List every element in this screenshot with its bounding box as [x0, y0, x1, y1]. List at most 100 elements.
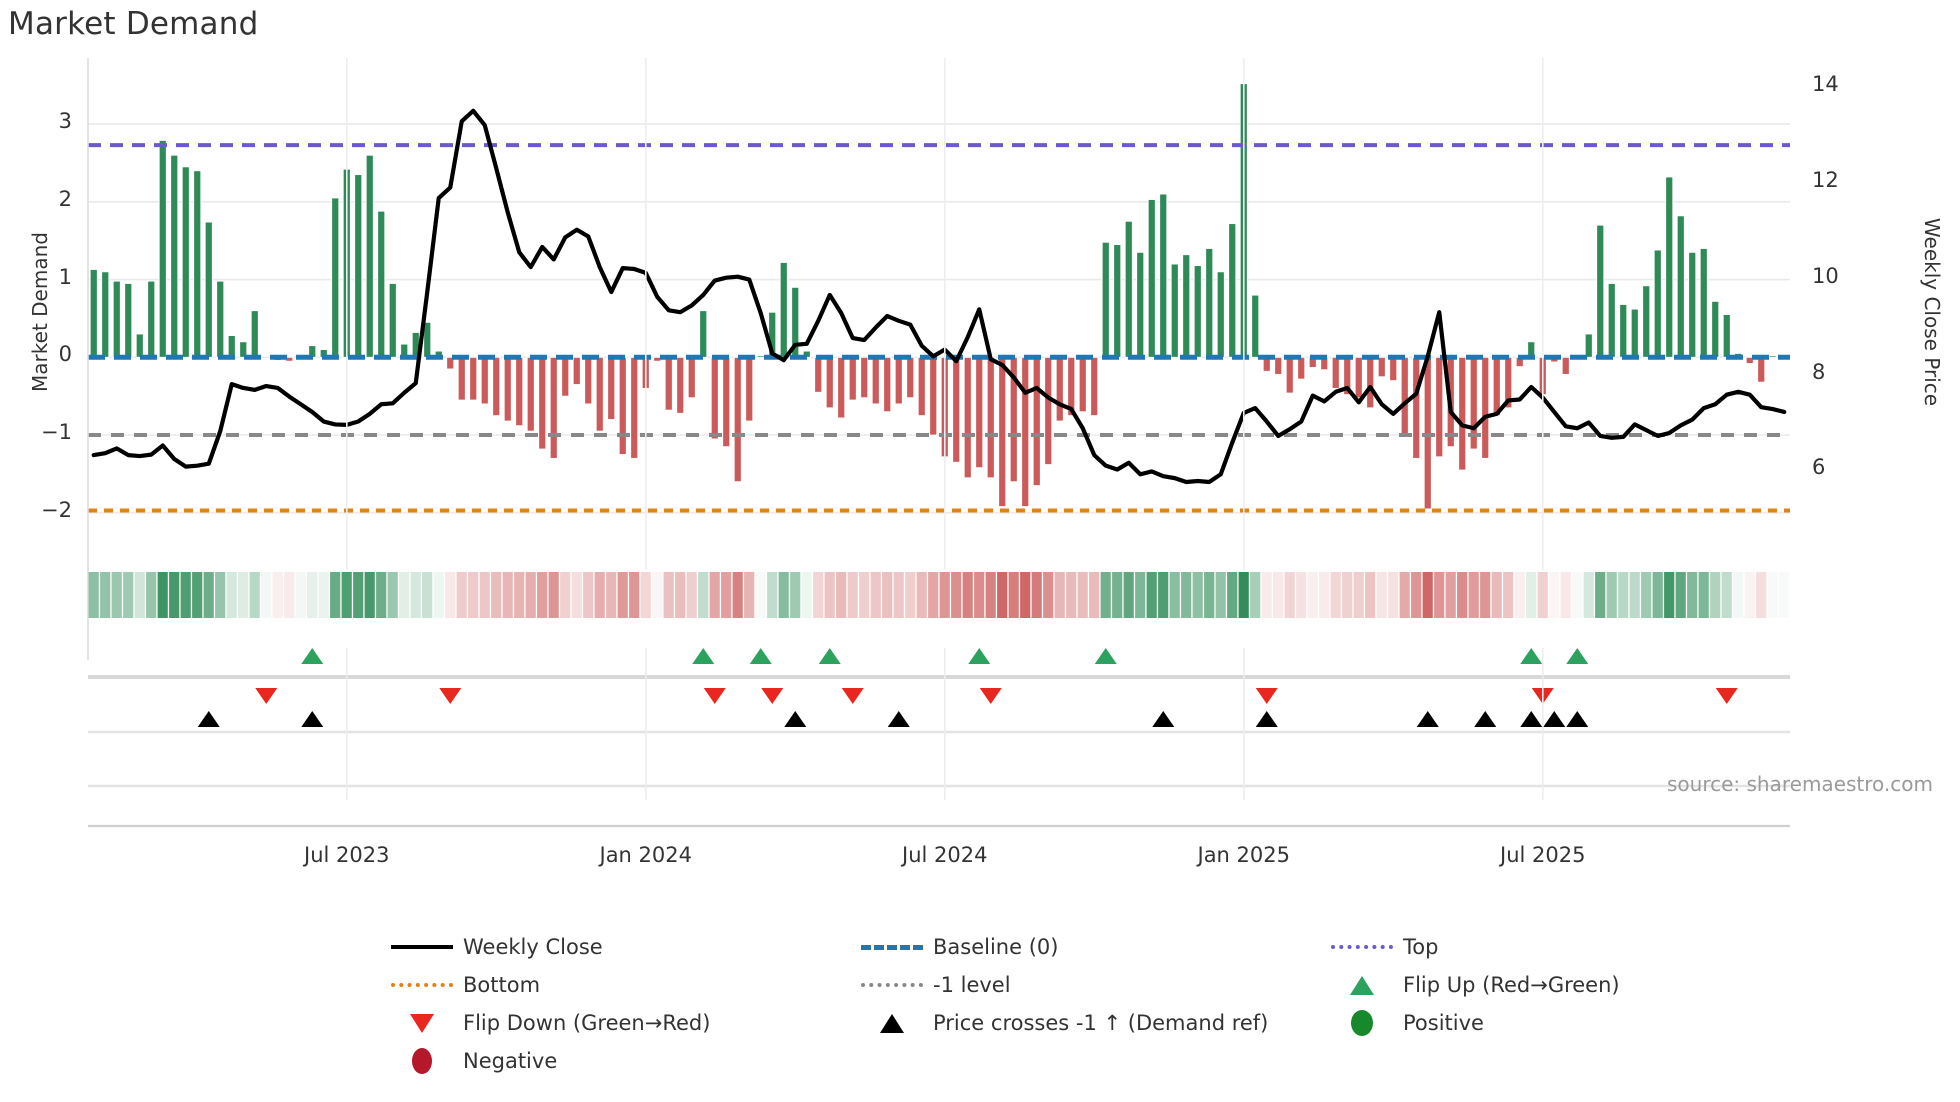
legend-item-line-dashed-blue[interactable]: Baseline (0) [855, 928, 1325, 966]
demand-bar-negative [561, 356, 570, 397]
line-dashed-blue-icon [855, 934, 929, 960]
heatmap-cell [479, 572, 490, 618]
heatmap-cell [1169, 572, 1180, 618]
demand-bar-positive [1205, 248, 1214, 358]
demand-bar-positive [1147, 199, 1156, 358]
y-axis-right-tick-0: 14 [1812, 71, 1839, 96]
heatmap-cell [1733, 572, 1744, 618]
heatmap-cell [123, 572, 134, 618]
chart-title: Market Demand [8, 6, 259, 42]
heatmap-cell [134, 572, 145, 618]
heatmap-cell [790, 572, 801, 618]
demand-bar-positive [227, 335, 236, 358]
heatmap-cell [1537, 572, 1548, 618]
demand-bar-negative [676, 356, 685, 414]
demand-bar-negative [515, 356, 524, 427]
marker-flip-down [255, 688, 278, 704]
dot-red-icon [385, 1048, 459, 1074]
demand-bar-negative [1032, 356, 1041, 487]
heatmap-cell [215, 572, 226, 618]
marker-price-cross-up [1474, 711, 1497, 727]
demand-bar-negative [595, 356, 604, 432]
legend-label: Top [1403, 935, 1439, 959]
heatmap-cell [1549, 572, 1560, 618]
y-axis-left-tick-4: −1 [41, 420, 72, 445]
triangle-up-black-icon [855, 1010, 929, 1036]
demand-bar-negative [837, 356, 846, 419]
heatmap-cell [847, 572, 858, 618]
heatmap-cell [652, 572, 663, 618]
heatmap-cell [238, 572, 249, 618]
legend-item-dot-red[interactable]: Negative [385, 1042, 855, 1080]
demand-bar-negative [492, 356, 501, 417]
demand-bar-negative [1400, 356, 1409, 434]
heatmap-cell [169, 572, 180, 618]
heatmap-cell [1583, 572, 1594, 618]
demand-bar-negative [1389, 356, 1398, 382]
heatmap-cell [456, 572, 467, 618]
marker-price-cross-up [1566, 711, 1589, 727]
heatmap-cell [1572, 572, 1583, 618]
marker-price-cross-up [887, 711, 910, 727]
heatmap-cell [433, 572, 444, 618]
heatmap-cell [1100, 572, 1111, 618]
demand-bar-negative [664, 356, 673, 411]
y-axis-left-tick-2: 1 [58, 264, 72, 289]
y-axis-left-tick-1: 2 [58, 186, 72, 211]
heatmap-cell [594, 572, 605, 618]
heatmap-cell [1480, 572, 1491, 618]
demand-bar-positive [147, 280, 156, 358]
heatmap-cell [1296, 572, 1307, 618]
demand-bar-negative [1354, 356, 1363, 399]
heatmap-cell [1376, 572, 1387, 618]
heatmap-cell [111, 572, 122, 618]
heatmap-cell [583, 572, 594, 618]
demand-bar-negative [986, 356, 995, 479]
demand-bar-negative [630, 356, 639, 459]
line-dotted-orange-glyph [391, 983, 453, 987]
heatmap-cell [778, 572, 789, 618]
demand-bar-positive [239, 341, 248, 358]
heatmap-cell [1031, 572, 1042, 618]
legend-item-triangle-down-red[interactable]: Flip Down (Green→Red) [385, 1004, 855, 1042]
demand-bar-positive [1607, 283, 1616, 358]
heatmap-cell [1526, 572, 1537, 618]
demand-bar-positive [112, 280, 121, 358]
heatmap-cell [1629, 572, 1640, 618]
triangle-up-black-glyph [880, 1013, 904, 1033]
demand-bar-negative [1435, 356, 1444, 458]
demand-bar-positive [250, 310, 259, 358]
legend-item-line-dotted-orange[interactable]: Bottom [385, 966, 855, 1004]
legend-item-line-dotted-grey[interactable]: -1 level [855, 966, 1325, 1004]
legend-item-line-solid-black[interactable]: Weekly Close [385, 928, 855, 966]
demand-bar-positive [1113, 244, 1122, 358]
legend-item-triangle-up-black[interactable]: Price crosses -1 ↑ (Demand ref) [855, 1004, 1325, 1042]
heatmap-cell [560, 572, 571, 618]
demand-bar-positive [89, 269, 98, 358]
x-axis-tick-2: Jul 2024 [902, 843, 988, 867]
heatmap-cell [1652, 572, 1663, 618]
heatmap-cell [1675, 572, 1686, 618]
demand-bar-positive [1665, 176, 1674, 358]
demand-bar-positive [1228, 223, 1237, 358]
heatmap-cell [387, 572, 398, 618]
demand-bar-negative [1021, 356, 1030, 508]
heatmap-cell [1273, 572, 1284, 618]
heatmap-cell [1307, 572, 1318, 618]
demand-bar-negative [480, 356, 489, 405]
demand-bar-positive [1653, 249, 1662, 358]
demand-bar-positive [1136, 251, 1145, 358]
source-attribution: source: sharemaestro.com [1667, 772, 1933, 796]
demand-bar-positive [216, 280, 225, 358]
heatmap-cell [1388, 572, 1399, 618]
heatmap-cell [870, 572, 881, 618]
legend-item-line-dotted-purple[interactable]: Top [1325, 928, 1705, 966]
legend-item-dot-green[interactable]: Positive [1325, 1004, 1705, 1042]
legend-item-triangle-up-green[interactable]: Flip Up (Red→Green) [1325, 966, 1705, 1004]
heatmap-cell [1710, 572, 1721, 618]
legend-label: -1 level [933, 973, 1011, 997]
heatmap-cell [686, 572, 697, 618]
demand-bar-negative [1492, 356, 1501, 417]
demand-bar-negative [469, 356, 478, 401]
